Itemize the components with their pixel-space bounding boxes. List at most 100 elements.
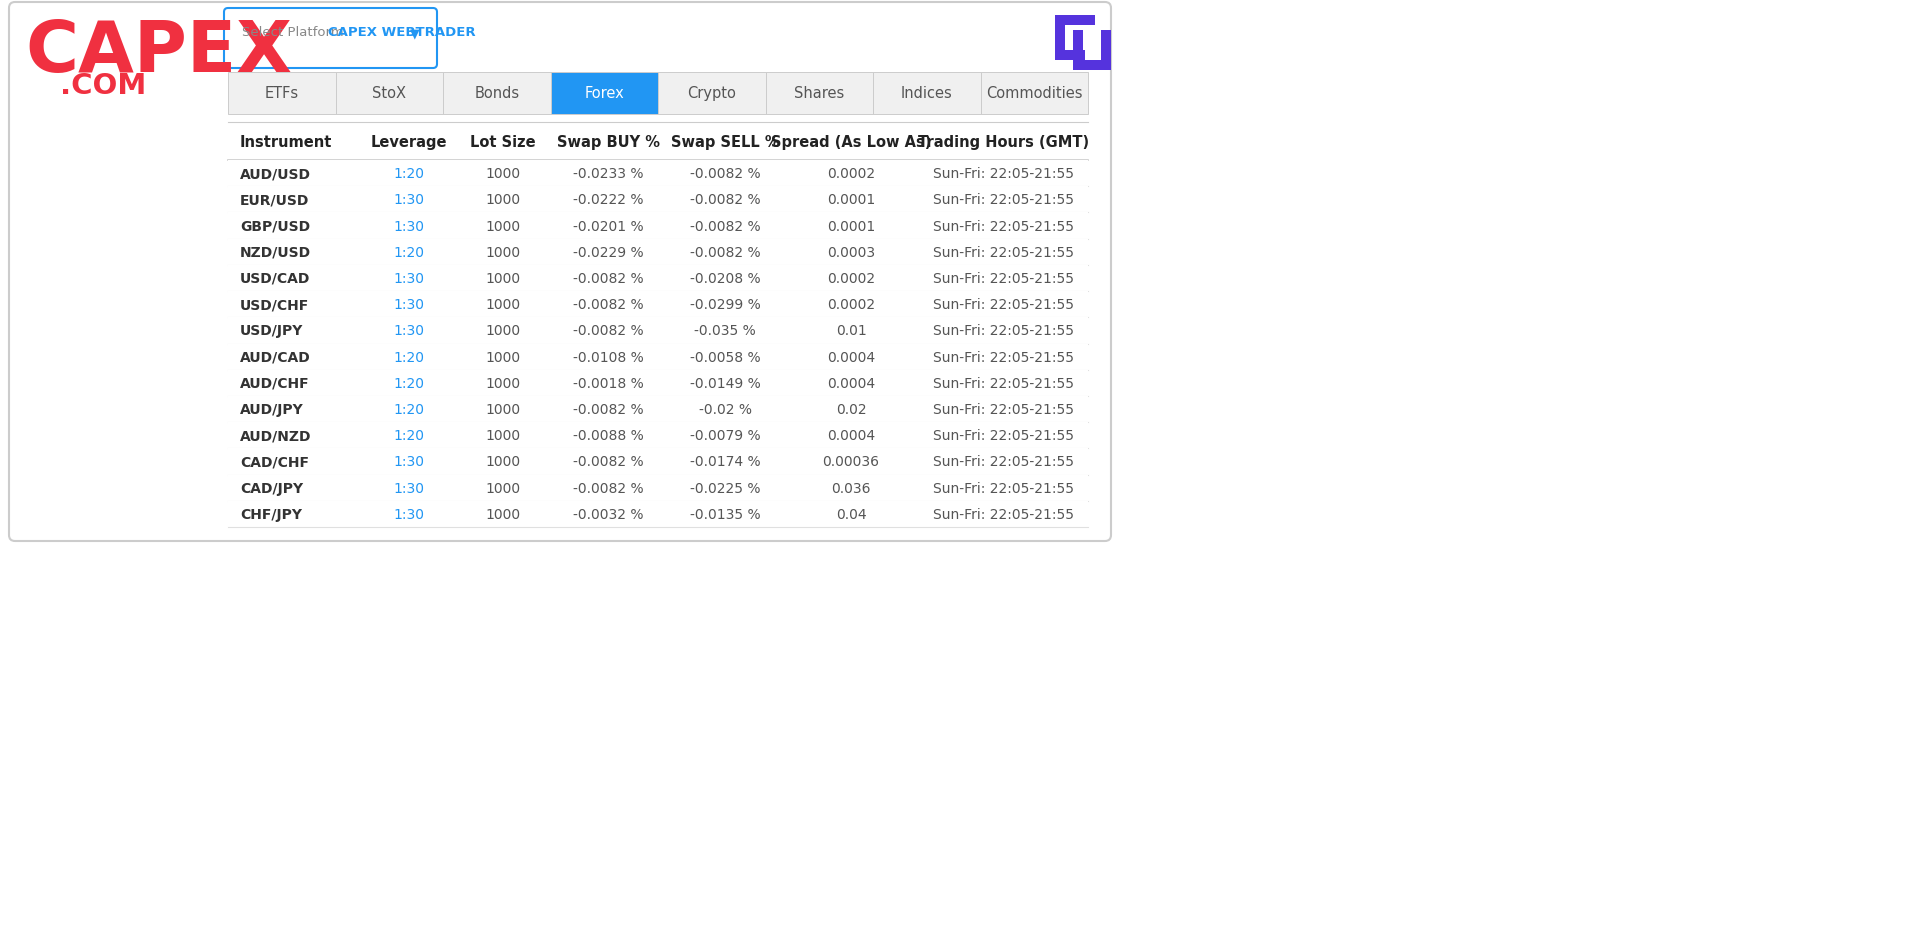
Text: 1:30: 1:30 — [394, 193, 424, 207]
Text: CAD/CHF: CAD/CHF — [240, 455, 309, 470]
Text: 1000: 1000 — [486, 376, 520, 391]
Bar — [1054, 15, 1066, 60]
Bar — [228, 448, 1089, 474]
Bar — [228, 213, 1089, 239]
Text: Forex: Forex — [584, 86, 624, 101]
Bar — [228, 291, 1089, 317]
Text: -0.02 %: -0.02 % — [699, 403, 753, 417]
Text: -0.0018 %: -0.0018 % — [572, 376, 643, 391]
Text: USD/CAD: USD/CAD — [240, 272, 311, 286]
Bar — [228, 501, 1089, 527]
Bar — [228, 239, 1089, 264]
Text: 1:20: 1:20 — [394, 429, 424, 443]
Text: 0.04: 0.04 — [835, 508, 866, 522]
Text: -0.0299 %: -0.0299 % — [689, 298, 760, 312]
Text: 0.036: 0.036 — [831, 482, 872, 496]
Text: -0.0201 %: -0.0201 % — [572, 219, 643, 233]
Text: 1000: 1000 — [486, 298, 520, 312]
Text: Sun-Fri: 22:05-21:55: Sun-Fri: 22:05-21:55 — [933, 272, 1073, 286]
Text: -0.0082 %: -0.0082 % — [572, 482, 643, 496]
Bar — [874, 72, 981, 114]
Bar — [1100, 30, 1112, 70]
Bar — [228, 160, 1089, 186]
Text: -0.0229 %: -0.0229 % — [572, 246, 643, 260]
Text: -0.0088 %: -0.0088 % — [572, 429, 643, 443]
Text: -0.0208 %: -0.0208 % — [689, 272, 760, 286]
Text: StoX: StoX — [372, 86, 407, 101]
Text: -0.0082 %: -0.0082 % — [689, 193, 760, 207]
Text: -0.0082 %: -0.0082 % — [572, 325, 643, 339]
Bar — [1073, 30, 1083, 70]
Text: Swap BUY %: Swap BUY % — [557, 135, 660, 150]
Text: CHF/JPY: CHF/JPY — [240, 508, 301, 522]
Text: Sun-Fri: 22:05-21:55: Sun-Fri: 22:05-21:55 — [933, 403, 1073, 417]
Text: Sun-Fri: 22:05-21:55: Sun-Fri: 22:05-21:55 — [933, 351, 1073, 364]
Text: -0.0058 %: -0.0058 % — [689, 351, 760, 364]
Bar — [228, 396, 1089, 423]
Text: USD/JPY: USD/JPY — [240, 325, 303, 339]
Bar — [228, 122, 1089, 160]
Text: 1:30: 1:30 — [394, 508, 424, 522]
Bar — [444, 72, 551, 114]
Text: Commodities: Commodities — [987, 86, 1083, 101]
Text: 0.0001: 0.0001 — [828, 193, 876, 207]
Bar — [228, 186, 1089, 213]
Text: 0.0002: 0.0002 — [828, 272, 876, 286]
Text: Select Platform: Select Platform — [242, 26, 344, 39]
Text: -0.0082 %: -0.0082 % — [689, 246, 760, 260]
Text: -0.0135 %: -0.0135 % — [689, 508, 760, 522]
Bar — [228, 264, 1089, 291]
Bar — [228, 72, 336, 114]
Text: USD/CHF: USD/CHF — [240, 298, 309, 312]
Text: 0.0004: 0.0004 — [828, 376, 876, 391]
Text: 0.0001: 0.0001 — [828, 219, 876, 233]
Text: 0.0003: 0.0003 — [828, 246, 876, 260]
Text: Spread (As Low As): Spread (As Low As) — [770, 135, 931, 150]
Text: -0.0225 %: -0.0225 % — [689, 482, 760, 496]
Text: Leverage: Leverage — [371, 135, 447, 150]
Text: 0.0002: 0.0002 — [828, 167, 876, 181]
Bar — [1054, 15, 1094, 25]
Text: CAPEX: CAPEX — [25, 18, 292, 87]
Text: 1000: 1000 — [486, 508, 520, 522]
Text: -0.0174 %: -0.0174 % — [689, 455, 760, 470]
Text: -0.0233 %: -0.0233 % — [572, 167, 643, 181]
Text: Crypto: Crypto — [687, 86, 735, 101]
Text: 1000: 1000 — [486, 403, 520, 417]
Text: 1000: 1000 — [486, 193, 520, 207]
Text: 1000: 1000 — [486, 325, 520, 339]
Bar — [228, 343, 1089, 370]
Text: Sun-Fri: 22:05-21:55: Sun-Fri: 22:05-21:55 — [933, 298, 1073, 312]
Text: -0.0222 %: -0.0222 % — [572, 193, 643, 207]
FancyBboxPatch shape — [10, 2, 1112, 541]
Text: 1:30: 1:30 — [394, 298, 424, 312]
Bar — [1073, 60, 1112, 70]
Text: 1:30: 1:30 — [394, 325, 424, 339]
Text: 1:30: 1:30 — [394, 455, 424, 470]
Text: CAPEX WEBTRADER: CAPEX WEBTRADER — [328, 26, 476, 39]
Bar — [336, 72, 444, 114]
Text: -0.0082 %: -0.0082 % — [572, 272, 643, 286]
Text: -0.0082 %: -0.0082 % — [572, 298, 643, 312]
Text: 1000: 1000 — [486, 272, 520, 286]
Text: Sun-Fri: 22:05-21:55: Sun-Fri: 22:05-21:55 — [933, 246, 1073, 260]
Text: 1:20: 1:20 — [394, 167, 424, 181]
Text: 1000: 1000 — [486, 246, 520, 260]
Text: 1000: 1000 — [486, 351, 520, 364]
Text: ETFs: ETFs — [265, 86, 300, 101]
Bar — [228, 370, 1089, 396]
Text: 1:20: 1:20 — [394, 246, 424, 260]
Text: AUD/CHF: AUD/CHF — [240, 376, 309, 391]
Text: -0.0082 %: -0.0082 % — [572, 403, 643, 417]
Text: -0.0149 %: -0.0149 % — [689, 376, 760, 391]
Text: -0.0079 %: -0.0079 % — [689, 429, 760, 443]
Text: 1:30: 1:30 — [394, 219, 424, 233]
Text: 1:30: 1:30 — [394, 272, 424, 286]
Text: 1000: 1000 — [486, 455, 520, 470]
Bar — [1054, 50, 1085, 60]
Bar — [228, 474, 1089, 501]
Text: Trading Hours (GMT): Trading Hours (GMT) — [918, 135, 1089, 150]
Text: 0.01: 0.01 — [835, 325, 866, 339]
Text: Swap SELL %: Swap SELL % — [670, 135, 780, 150]
Text: Sun-Fri: 22:05-21:55: Sun-Fri: 22:05-21:55 — [933, 508, 1073, 522]
